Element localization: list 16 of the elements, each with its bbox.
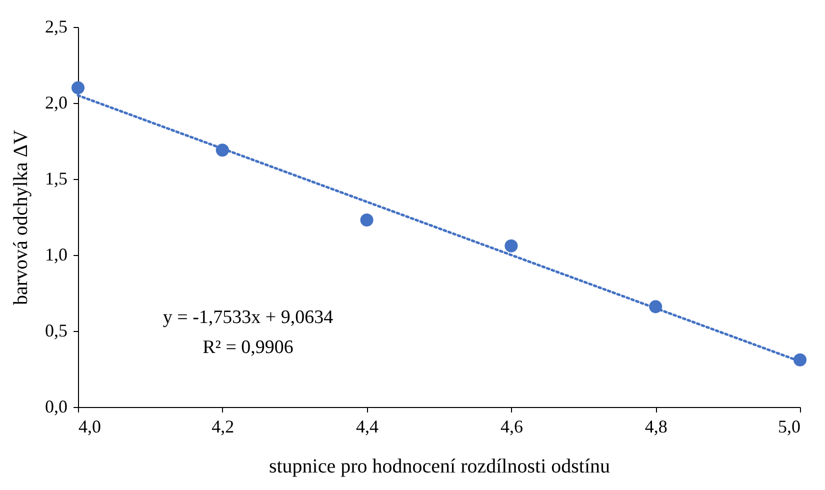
y-tick-label: 2,5 [45, 16, 68, 36]
y-tick-label: 0,5 [45, 320, 68, 340]
x-tick-label: 4,2 [212, 416, 234, 436]
y-tick-label: 1,5 [45, 168, 68, 188]
y-tick-label: 2,0 [45, 92, 68, 112]
y-tick-label: 1,0 [45, 244, 68, 264]
annotation: y = -1,7533x + 9,0634 [162, 307, 334, 328]
y-tick-label: 0,0 [45, 396, 68, 416]
x-tick-label: 5,0 [778, 416, 800, 436]
x-tick-label: 4,6 [500, 416, 523, 436]
x-tick-label: 4,4 [356, 416, 379, 436]
x-tick-label: 4,8 [644, 416, 668, 436]
y-axis-title: barvová odchylka ΔV [10, 129, 32, 306]
x-tick-label: 4,0 [78, 416, 101, 436]
annotation: R² = 0,9906 [202, 337, 294, 358]
x-axis-title: stupnice pro hodnocení rozdílnosti odstínu [268, 456, 610, 478]
